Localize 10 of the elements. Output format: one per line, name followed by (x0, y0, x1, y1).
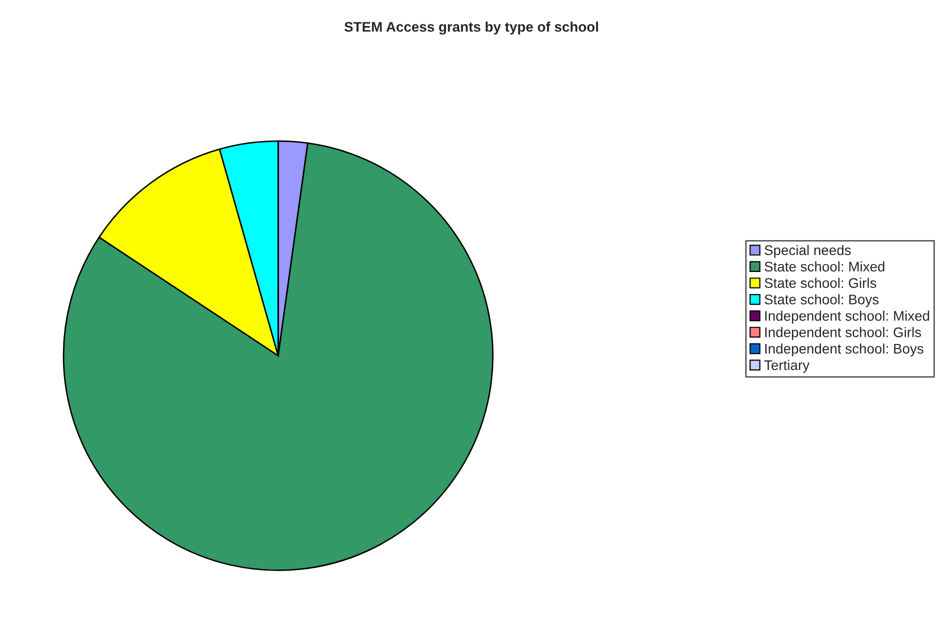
legend-label: State school: Mixed (764, 261, 884, 272)
chart-title: STEM Access grants by type of school (344, 22, 598, 35)
legend-label: Special needs (764, 244, 851, 258)
legend-label: Independent school: Boys (765, 343, 924, 356)
legend-label: Independent school: Mixed (765, 310, 930, 324)
legend-label: State school: Girls (764, 278, 876, 288)
pie-slice (62, 142, 494, 572)
legend-label: State school: Boys (764, 294, 879, 308)
legend-label: Independent school: Girls (765, 327, 922, 340)
legend-label: Tertiary (764, 360, 810, 373)
